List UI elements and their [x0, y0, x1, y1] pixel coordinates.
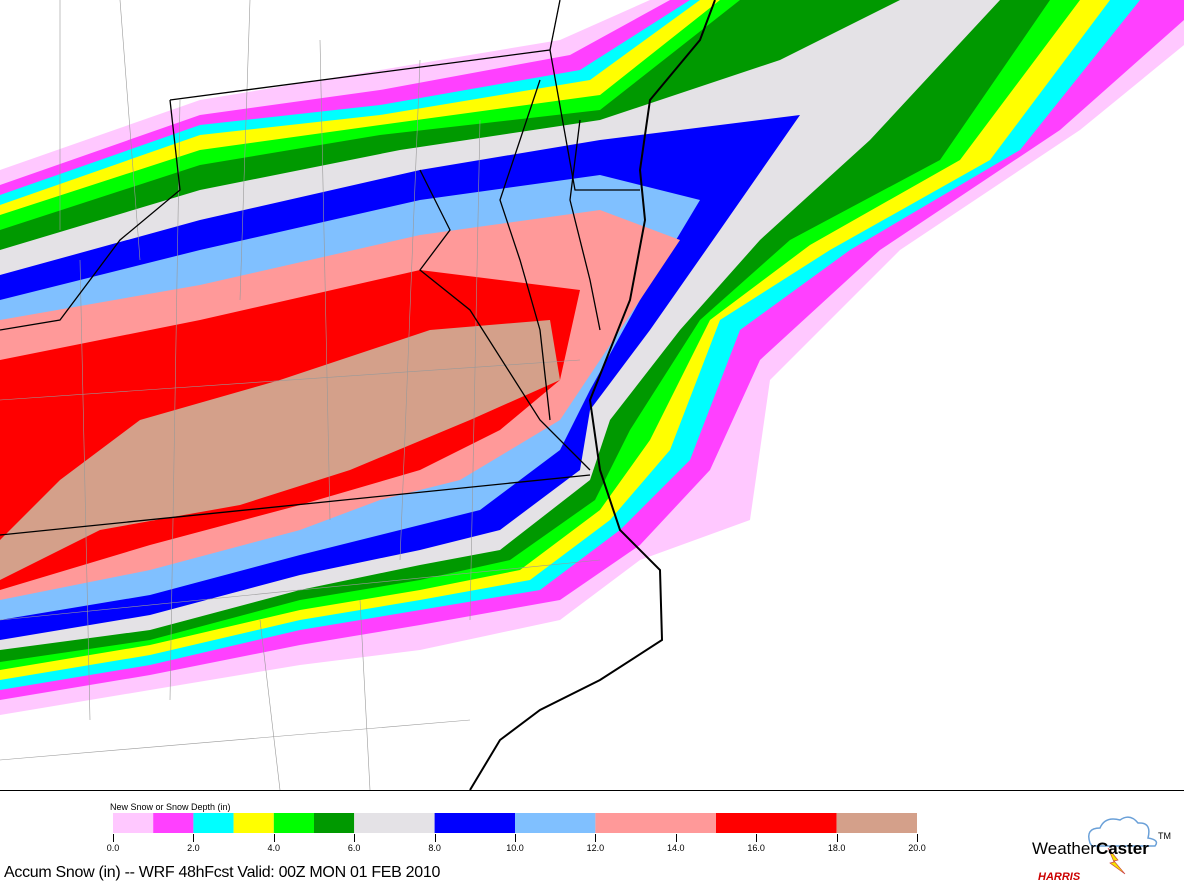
- legend-title: New Snow or Snow Depth (in): [110, 802, 231, 812]
- legend-tick-label: 18.0: [827, 843, 846, 853]
- legend-tick-label: 20.0: [908, 843, 926, 853]
- legend-bin-1-2: [153, 813, 194, 833]
- legend-bin-0-1: [113, 813, 154, 833]
- snow-accumulation-bands: [0, 0, 1184, 715]
- map-caption: Accum Snow (in) -- WRF 48hFcst Valid: 00…: [4, 864, 441, 881]
- legend-bin-6-8: [354, 813, 435, 833]
- county-lines: [0, 0, 601, 790]
- legend-tick: [675, 834, 677, 842]
- legend-tick: [354, 834, 356, 842]
- legend-tick-label: 4.0: [267, 843, 281, 853]
- legend-bin-3-4: [233, 813, 274, 833]
- legend-tick-label: 14.0: [667, 843, 685, 853]
- legend-bin-5-6: [314, 813, 355, 833]
- legend-bin-8-10: [434, 813, 515, 833]
- legend-bin-4-5: [273, 813, 314, 833]
- legend-ticks: 0.0 2.0 4.0 6.0 8.0 10.0 12.0 14.0 16.0 18.0 20.0: [107, 834, 926, 854]
- svg-text:TM: TM: [1158, 831, 1171, 841]
- legend-bin-18-20: [836, 813, 917, 833]
- legend-tick-label: 6.0: [347, 843, 361, 853]
- legend-tick: [595, 834, 597, 842]
- legend-tick-label: 12.0: [586, 843, 605, 853]
- state-borders: [0, 0, 640, 536]
- legend-color-bar: [113, 813, 917, 833]
- weathercaster-logo: WeatherCaster TM HARRIS: [1032, 816, 1171, 883]
- legend-tick: [836, 834, 838, 842]
- coastline: [469, 0, 716, 790]
- legend-tick: [515, 834, 516, 842]
- legend-bin-15-18: [716, 813, 837, 833]
- legend-tick: [917, 834, 918, 842]
- legend-tick: [193, 834, 195, 842]
- legend-tick-label: 10.0: [506, 843, 524, 853]
- svg-text:HARRIS: HARRIS: [1038, 871, 1081, 883]
- legend-tick-label: 16.0: [747, 843, 765, 853]
- legend-tick-label: 8.0: [428, 843, 441, 853]
- legend-tick: [434, 834, 436, 842]
- legend-tick: [273, 834, 275, 842]
- legend-tick-label: 0.0: [106, 843, 120, 853]
- snow-band-18-20: [0, 320, 560, 580]
- legend-bin-2-3: [193, 813, 234, 833]
- legend-bin-12-15: [595, 813, 716, 833]
- legend-bin-10-12: [515, 813, 596, 833]
- chesapeake-bay: [499, 79, 601, 421]
- snowfall-map: [0, 0, 1184, 791]
- legend-tick: [756, 834, 758, 842]
- legend-tick-label: 2.0: [187, 843, 200, 853]
- svg-text:WeatherCaster: WeatherCaster: [1032, 839, 1149, 858]
- legend-tick: [113, 834, 114, 842]
